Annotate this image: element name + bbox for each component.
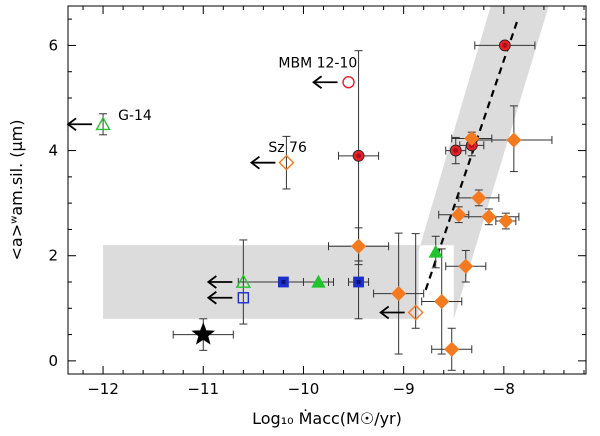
x-tick-label: −11	[187, 380, 219, 398]
y-tick-label: 4	[48, 142, 58, 160]
upper-limit-arrows	[66, 75, 405, 320]
y-tick-label: 2	[48, 247, 58, 265]
y-axis-title: <a>ʷam.sil. (μm)	[7, 120, 26, 261]
x-tick-labels: −12 −11 −10 −9 −8	[87, 380, 515, 398]
diamond-marker	[407, 304, 424, 321]
plot-frame	[67, 5, 587, 375]
x-tick-label: −8	[493, 380, 515, 398]
diamond-marker	[506, 132, 522, 148]
diamond-marker	[278, 154, 295, 171]
y-tick-labels: 0 2 4 6	[48, 36, 58, 369]
diamond-marker	[481, 209, 497, 225]
upper-limit-arrowhead	[249, 155, 260, 170]
star-marker	[191, 322, 216, 345]
x-axis-title: Log₁₀ Ṁacc(M☉/yr)	[252, 409, 402, 428]
upper-limit-arrowhead	[206, 291, 217, 305]
axis-ticks	[68, 6, 586, 374]
diamond-marker	[391, 286, 407, 302]
y-tick-label: 0	[48, 352, 58, 370]
triangle-marker	[311, 274, 326, 288]
diamond-marker	[434, 293, 450, 310]
square-marker	[237, 292, 250, 304]
upper-limit-arrowhead	[66, 117, 77, 132]
diamond-marker	[464, 130, 480, 147]
circle-marker-core	[356, 153, 362, 159]
x-tick-label: −10	[288, 380, 320, 398]
annotation-sz76: Sz 76	[268, 140, 307, 156]
data-markers	[95, 39, 522, 357]
diamond-marker	[444, 341, 460, 357]
x-tick-label: −12	[87, 380, 119, 398]
y-tick-label: 6	[48, 36, 58, 54]
square-marker-core	[281, 280, 286, 284]
triangle-marker	[235, 274, 252, 288]
shaded-bands	[103, 6, 549, 319]
x-tick-label: −9	[393, 380, 415, 398]
circle-marker	[342, 76, 355, 89]
diamond-marker	[451, 207, 467, 223]
diamond-marker	[350, 238, 367, 254]
circle-marker-core	[502, 42, 508, 48]
annotation-g14: G-14	[118, 108, 152, 124]
annotation-mbm: MBM 12-10	[278, 56, 357, 72]
triangle-marker	[428, 244, 443, 258]
triangle-marker	[95, 116, 111, 131]
upper-limit-arrowhead	[379, 305, 390, 320]
shaded-band-diagonal	[398, 6, 549, 319]
circle-marker-core	[453, 148, 459, 154]
diamond-marker	[458, 258, 474, 274]
diamond-marker	[471, 190, 487, 206]
upper-limit-arrowhead	[206, 275, 217, 289]
square-marker-core	[356, 280, 361, 284]
upper-limit-arrowhead	[312, 75, 323, 89]
annotations: MBM 12-10 G-14 Sz 76	[118, 56, 357, 157]
diamond-marker	[498, 213, 514, 229]
